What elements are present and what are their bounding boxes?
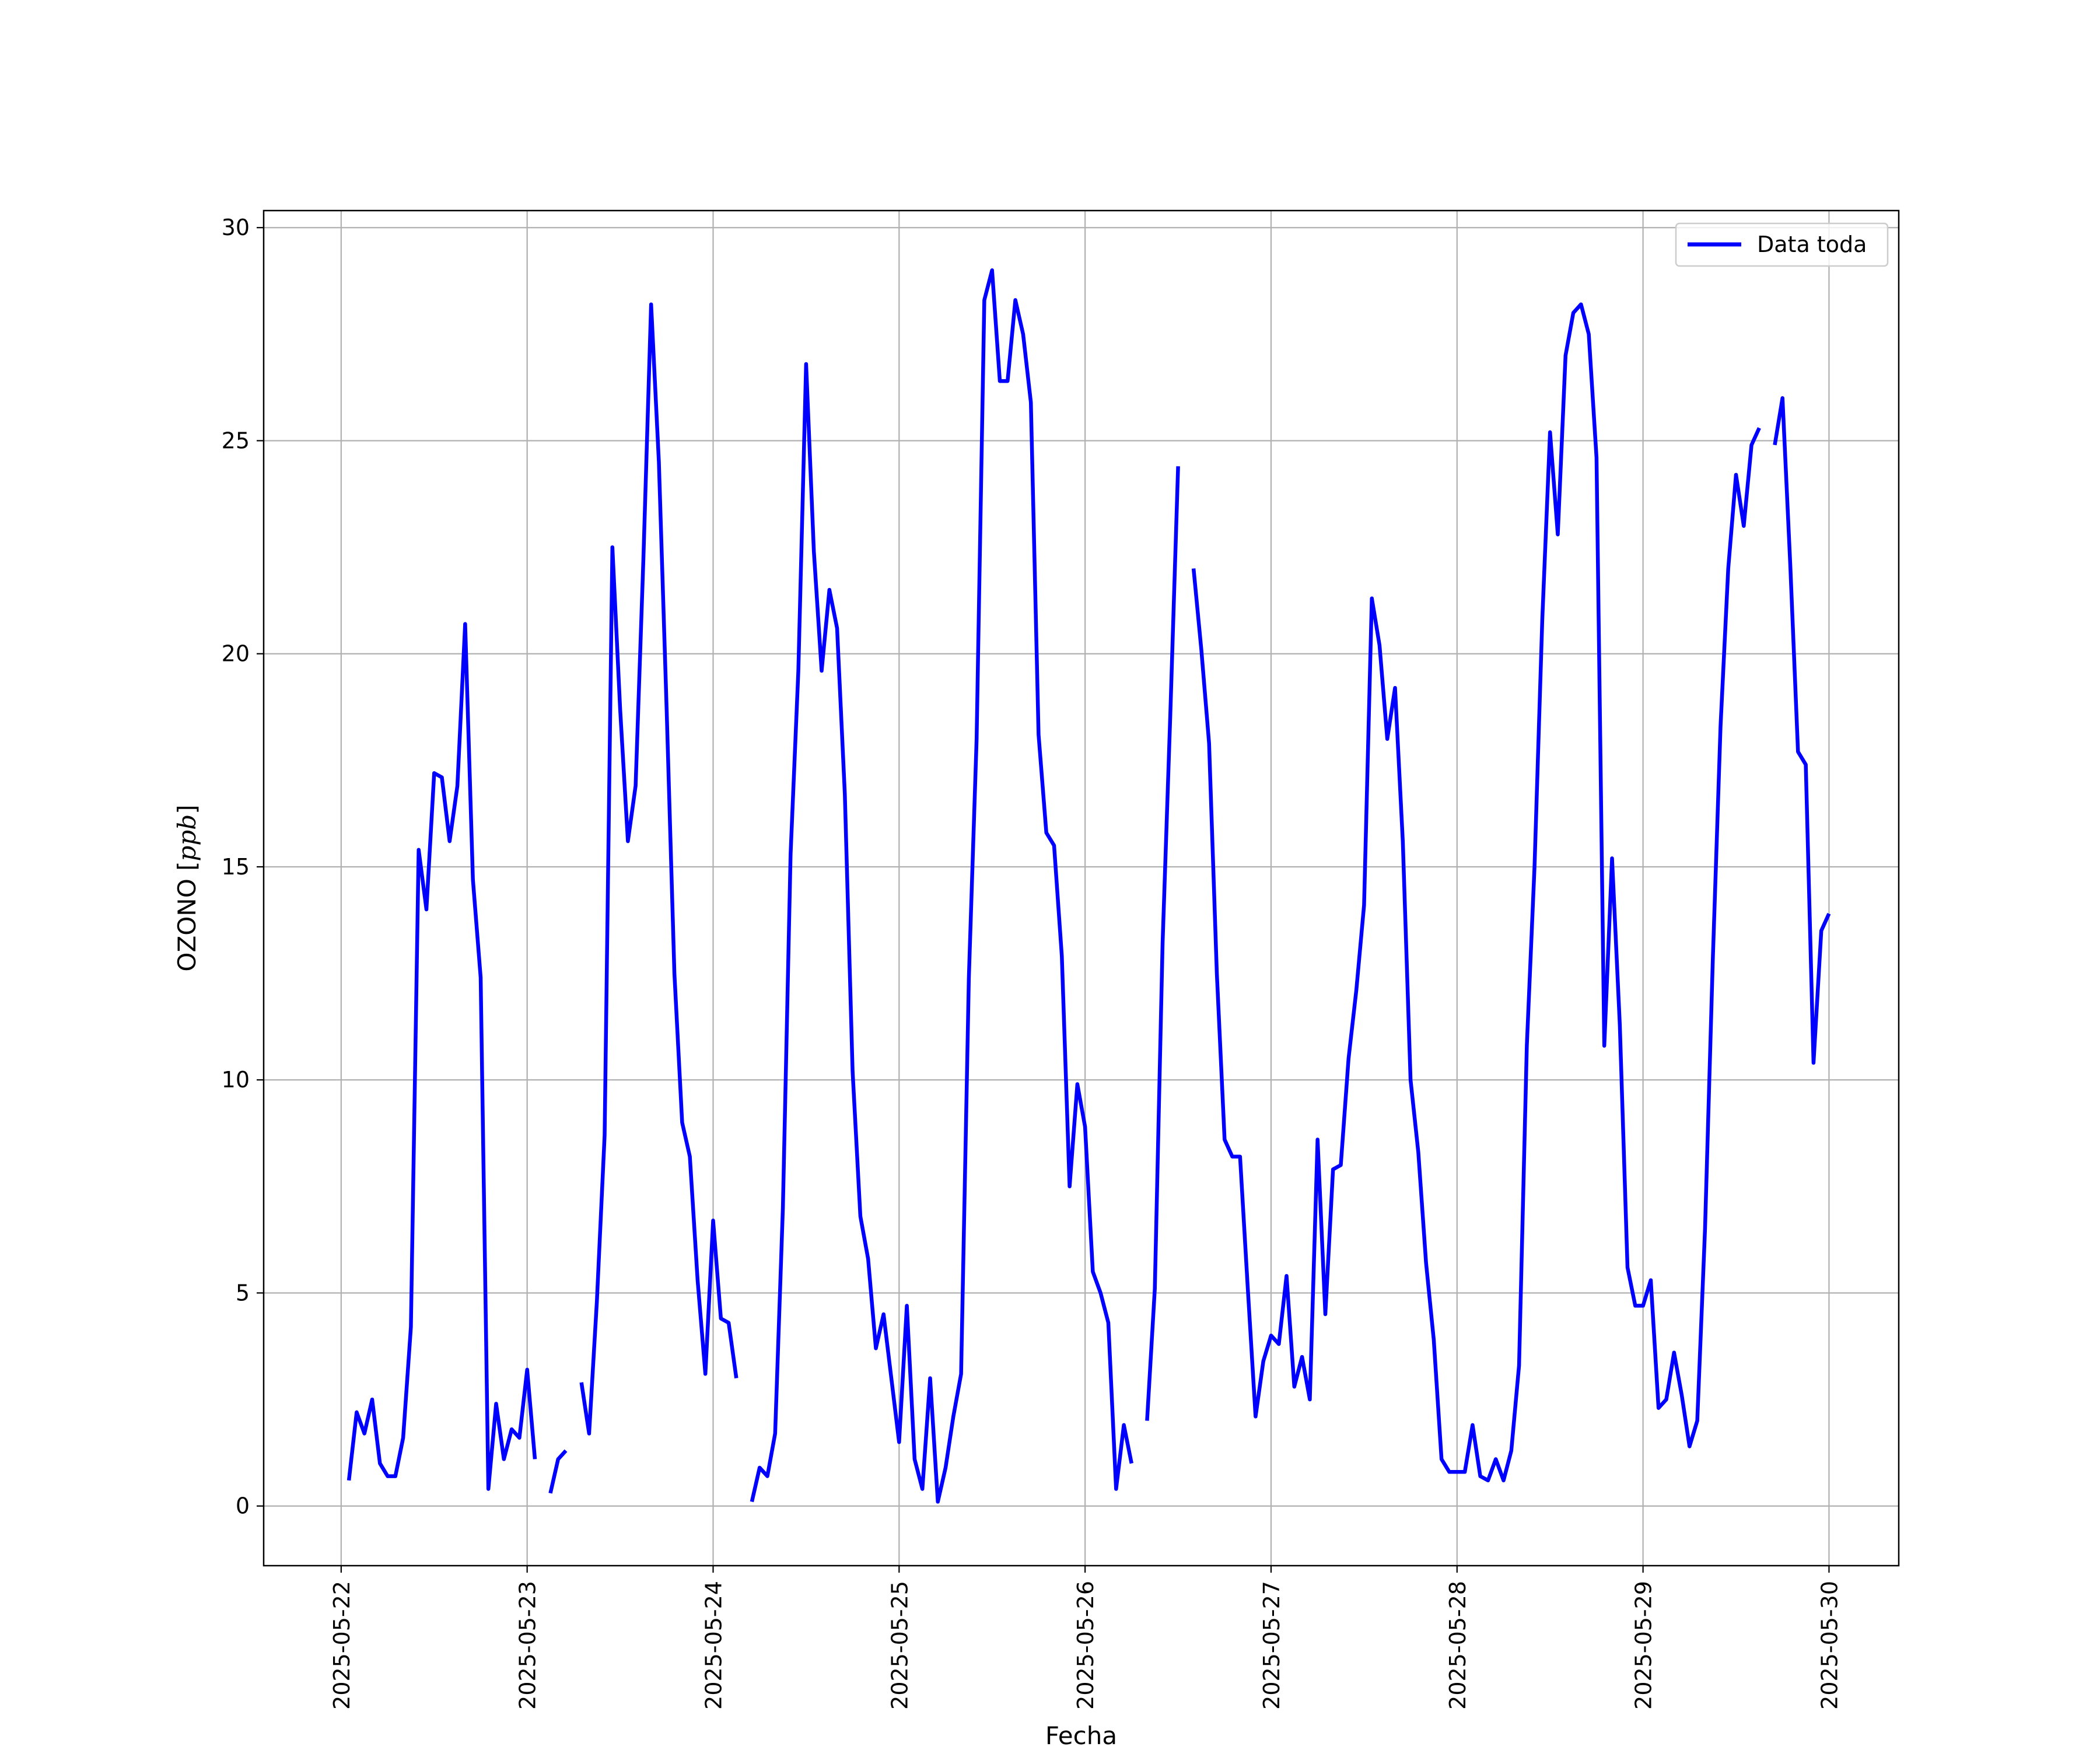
y-tick-label: 10 <box>222 1067 250 1093</box>
series-line-segment <box>1191 302 1761 1483</box>
x-tick-label: 2025-05-22 <box>329 1581 355 1710</box>
y-axis-label: OZONO [ppb] <box>173 804 201 971</box>
x-tick-label: 2025-05-25 <box>887 1581 912 1710</box>
series-line-segment <box>1145 466 1180 1421</box>
x-tick-label: 2025-05-26 <box>1073 1581 1098 1710</box>
y-tick-label: 30 <box>222 215 250 240</box>
series-line-segment <box>579 302 738 1436</box>
x-tick-label: 2025-05-29 <box>1631 1581 1657 1710</box>
y-axis-label-main: OZONO <box>173 878 201 971</box>
y-tick-label: 25 <box>222 428 250 453</box>
y-axis-label-close-bracket: ] <box>173 804 201 814</box>
series-line-segment <box>548 1449 568 1494</box>
series-line-segment <box>1773 396 1831 1065</box>
x-tick-label: 2025-05-27 <box>1259 1581 1284 1710</box>
y-tick-label: 0 <box>236 1493 250 1519</box>
series-line-segment <box>346 622 537 1491</box>
legend: Data toda <box>1675 222 1889 267</box>
grid <box>264 211 1899 1566</box>
y-axis-label-unit: ppb <box>173 814 201 862</box>
x-tick-label: 2025-05-24 <box>701 1581 726 1710</box>
y-tick-label: 20 <box>222 641 250 667</box>
y-tick-label: 15 <box>222 854 250 880</box>
y-tick-label: 5 <box>236 1280 250 1306</box>
data-line <box>346 268 1831 1504</box>
x-axis-label: Fecha <box>1045 1721 1117 1750</box>
plot-area-frame <box>262 209 1900 1567</box>
y-axis-label-open-bracket: [ <box>173 861 201 870</box>
x-tick-label: 2025-05-30 <box>1817 1581 1842 1710</box>
legend-box <box>1675 222 1889 267</box>
x-tick-label: 2025-05-23 <box>515 1581 541 1710</box>
x-tick-label: 2025-05-28 <box>1445 1581 1471 1710</box>
axis-ticks: 2025-05-22 2025-05-23 2025-05-24 2025-05-25… <box>222 215 1843 1710</box>
series-line-segment <box>750 268 1133 1504</box>
legend-entry-label: Data toda <box>1757 232 1867 257</box>
